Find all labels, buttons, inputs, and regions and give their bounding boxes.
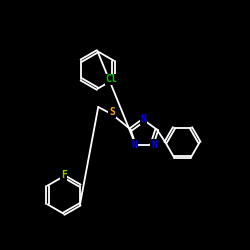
Text: S: S (109, 107, 115, 117)
Text: F: F (61, 170, 67, 180)
Text: N: N (132, 140, 137, 150)
Text: N: N (151, 140, 157, 150)
Text: Cl: Cl (105, 74, 117, 85)
Text: N: N (141, 114, 147, 124)
